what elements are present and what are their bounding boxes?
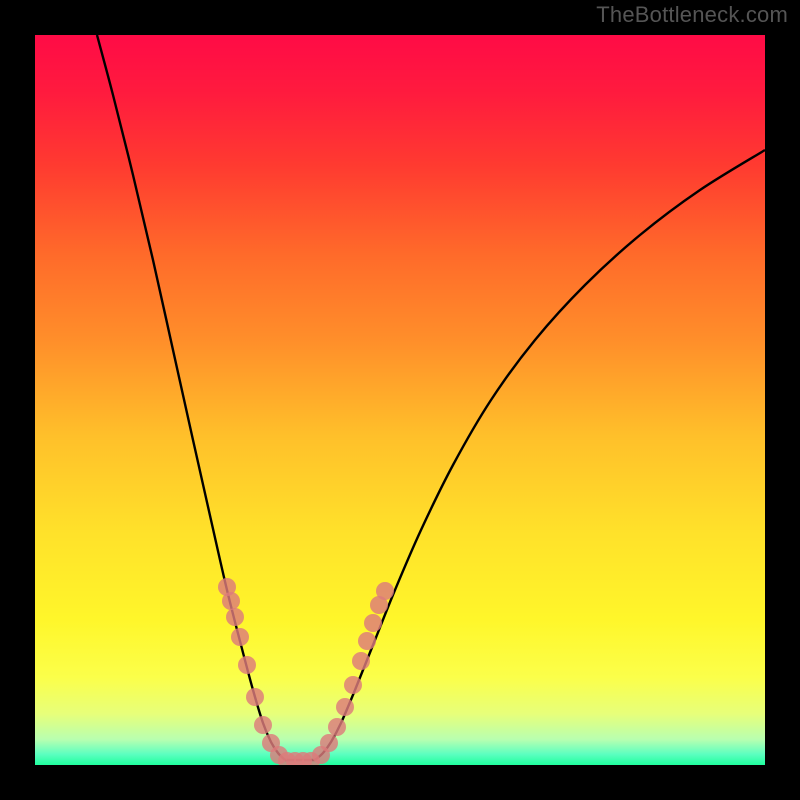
data-marker — [358, 632, 376, 650]
curve-left-branch — [97, 35, 285, 760]
data-marker — [336, 698, 354, 716]
data-marker — [226, 608, 244, 626]
data-marker — [222, 592, 240, 610]
bottleneck-curve — [35, 35, 765, 765]
data-marker — [364, 614, 382, 632]
data-markers — [218, 578, 394, 765]
data-marker — [376, 582, 394, 600]
data-marker — [328, 718, 346, 736]
watermark-text: TheBottleneck.com — [596, 2, 788, 28]
data-marker — [344, 676, 362, 694]
curve-right-branch — [315, 150, 765, 760]
data-marker — [246, 688, 264, 706]
data-marker — [238, 656, 256, 674]
chart-plot-area — [35, 35, 765, 765]
data-marker — [320, 734, 338, 752]
data-marker — [254, 716, 272, 734]
data-marker — [352, 652, 370, 670]
data-marker — [231, 628, 249, 646]
